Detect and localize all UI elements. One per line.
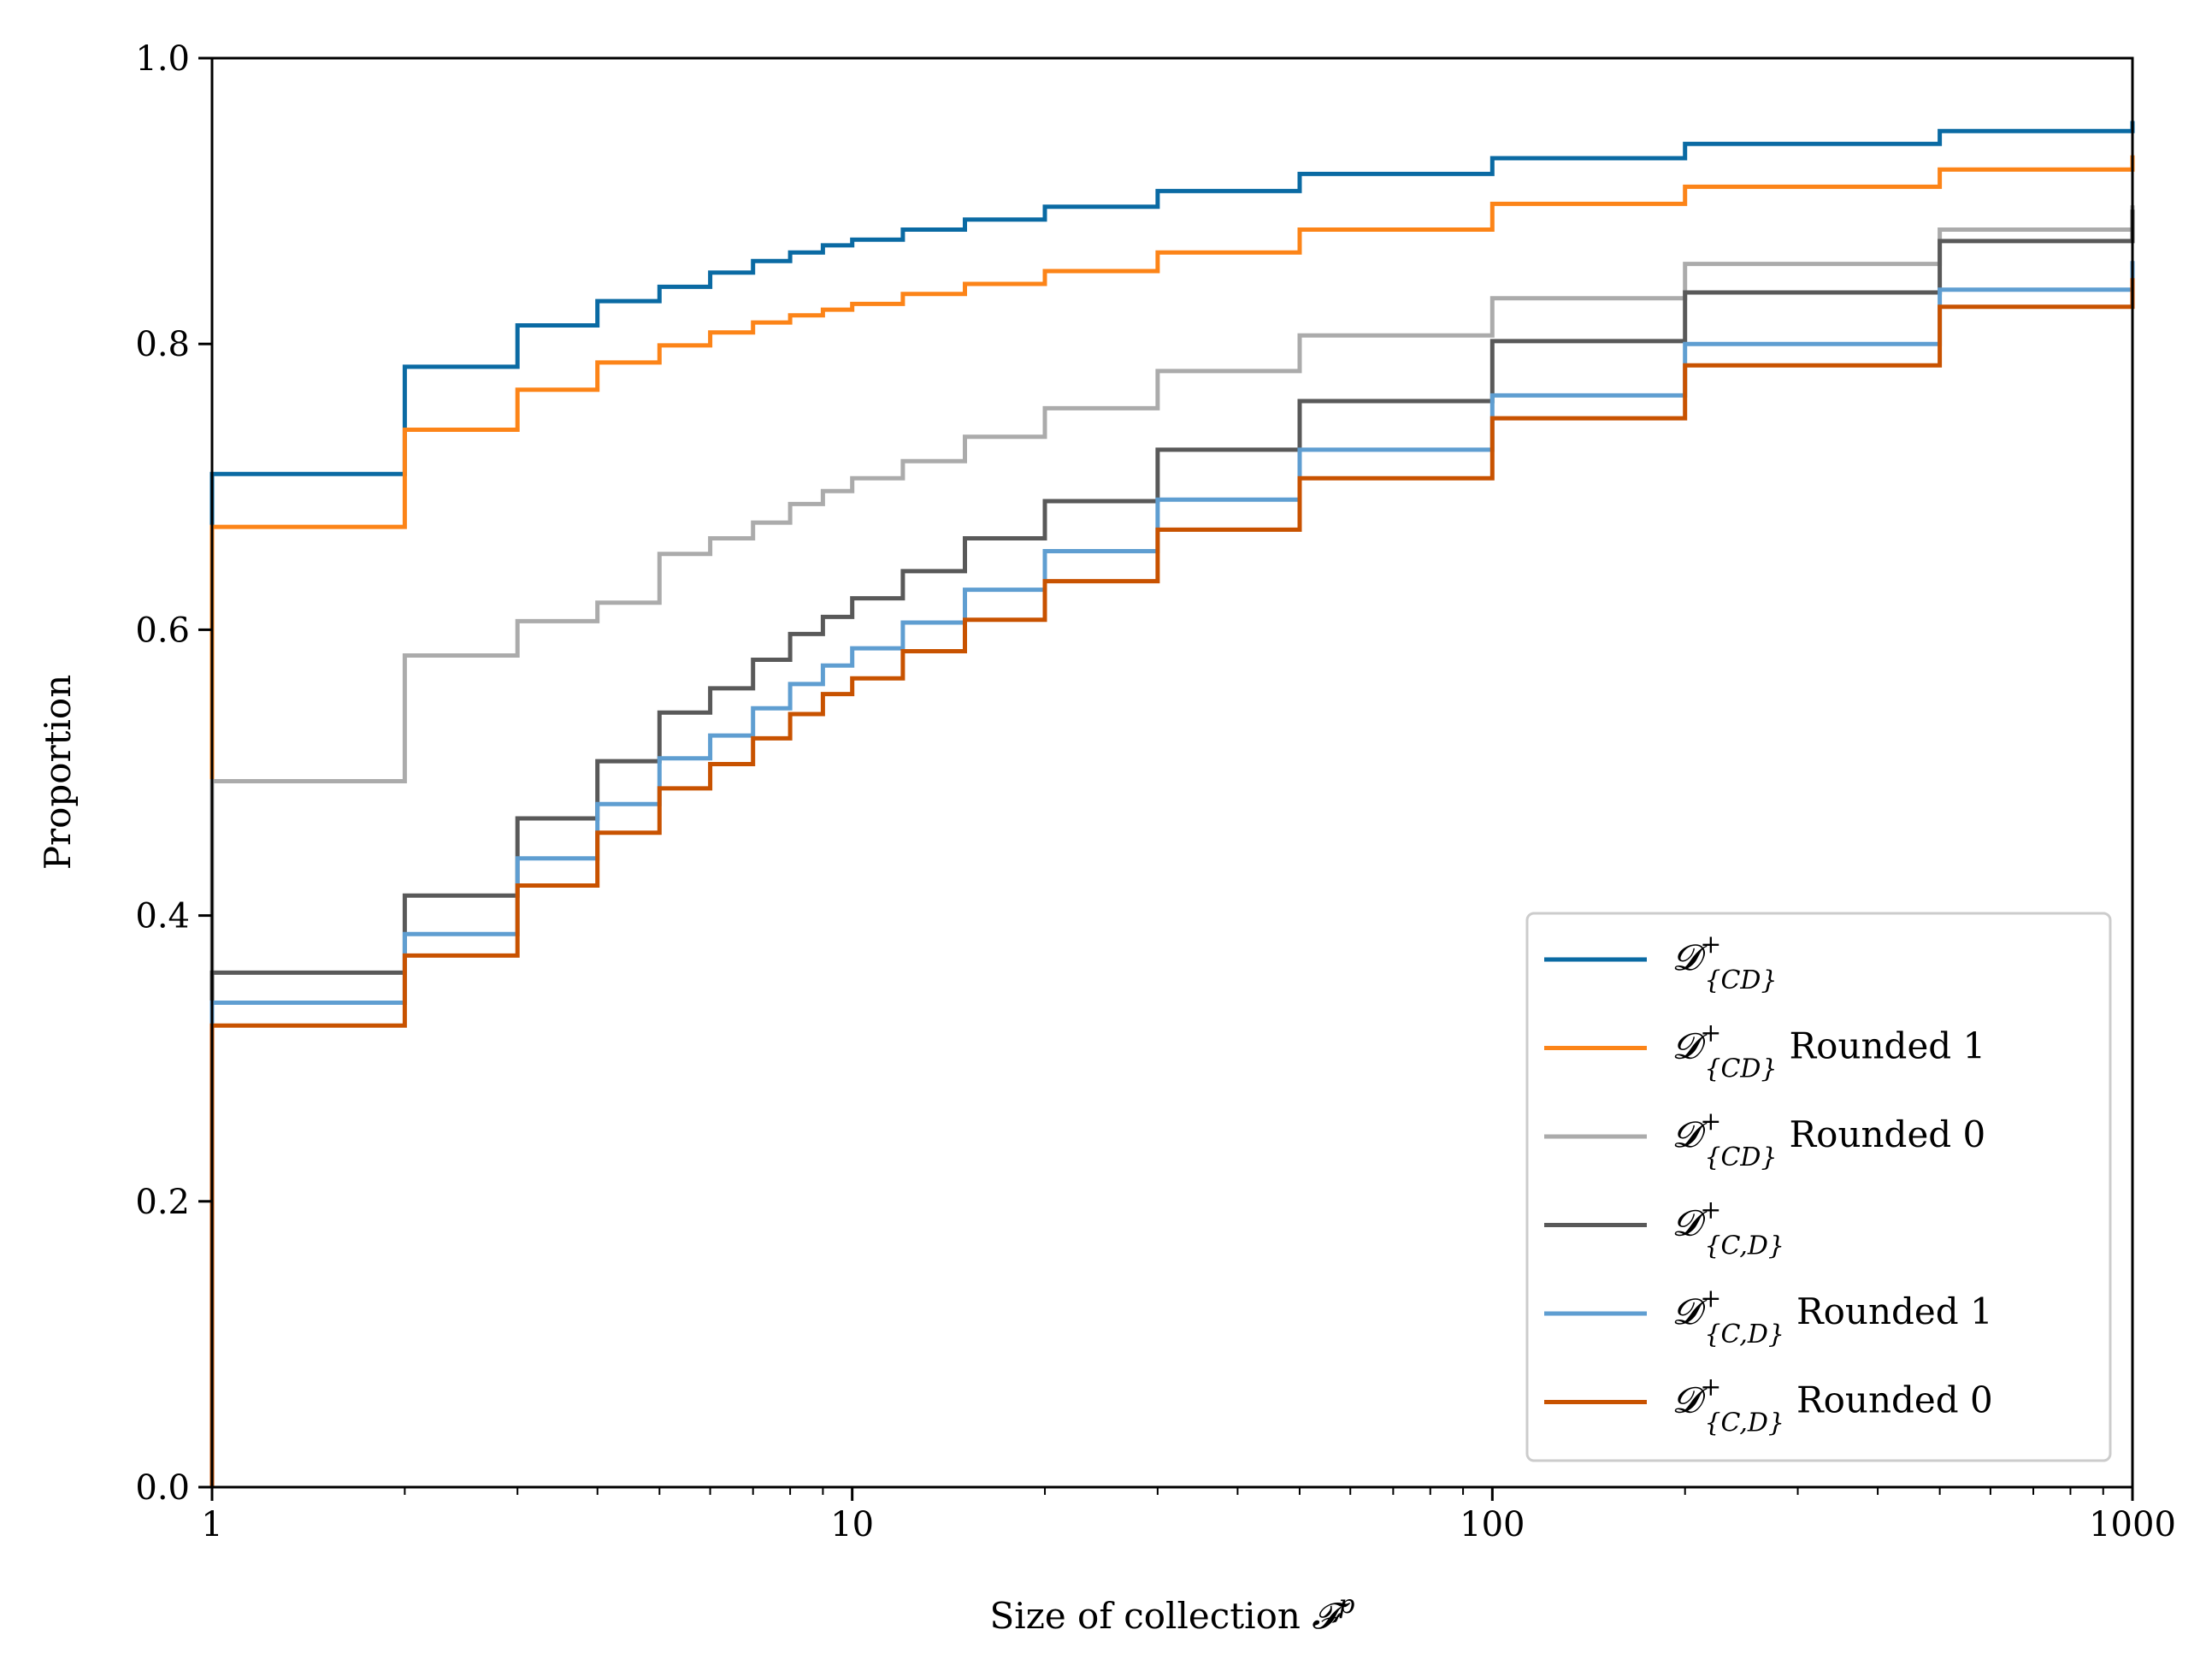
x-tick-label: 10 bbox=[830, 1505, 874, 1544]
x-tick-label: 1 bbox=[201, 1505, 222, 1544]
y-tick-label: 0.2 bbox=[135, 1183, 190, 1222]
legend-label: 𝓓+ {CD}Rounded 0 bbox=[1672, 1107, 1985, 1172]
x-tick-label: 1000 bbox=[2089, 1505, 2176, 1544]
series-line-1 bbox=[209, 121, 2135, 1487]
legend-entries: 𝓓+ {CD} 𝓓+ {CD}Rounded 1 𝓓+ {CD}Rounded 0 𝓓+ {C… bbox=[1544, 930, 1993, 1438]
series-line-2 bbox=[209, 155, 2135, 1487]
y-tick-label: 0.4 bbox=[135, 897, 190, 936]
legend-label: 𝓓+ {CD} bbox=[1672, 930, 1778, 995]
plot-frame bbox=[210, 56, 2134, 1489]
series-line-3 bbox=[209, 205, 2135, 1487]
legend-box bbox=[1525, 912, 2112, 1462]
legend-label: 𝓓+ {C,D}Rounded 1 bbox=[1672, 1284, 1993, 1349]
y-axis-ticks: 0.0 0.2 0.4 0.6 0.8 1.0 bbox=[135, 39, 212, 1508]
legend-entry-2: 𝓓+ {CD}Rounded 1 bbox=[1544, 1019, 1985, 1084]
y-tick-label: 0.8 bbox=[135, 325, 190, 364]
y-tick-label: 0.6 bbox=[135, 611, 190, 650]
legend-entry-3: 𝓓+ {CD}Rounded 0 bbox=[1544, 1107, 1985, 1172]
legend-label: 𝓓+ {C,D}Rounded 0 bbox=[1672, 1373, 1993, 1438]
legend-entry-5: 𝓓+ {C,D}Rounded 1 bbox=[1544, 1284, 1993, 1349]
legend-entry-1: 𝓓+ {CD} bbox=[1544, 930, 1778, 995]
x-axis-label: Size of collection 𝓕p bbox=[990, 1590, 1355, 1637]
x-tick-label: 100 bbox=[1460, 1505, 1525, 1544]
legend: 𝓓+ {CD} 𝓓+ {CD}Rounded 1 𝓓+ {CD}Rounded 0 𝓓+ {C… bbox=[1525, 912, 2112, 1462]
y-tick-label: 0.0 bbox=[135, 1468, 190, 1508]
y-axis-label: Proportion bbox=[37, 675, 79, 871]
series-line-6 bbox=[209, 278, 2135, 1487]
legend-entry-6: 𝓓+ {C,D}Rounded 0 bbox=[1544, 1373, 1993, 1438]
x-axis-ticks: 1 10 100 1000 bbox=[201, 1487, 2176, 1544]
y-tick-label: 1.0 bbox=[135, 39, 190, 79]
legend-label: 𝓓+ {CD}Rounded 1 bbox=[1672, 1019, 1985, 1084]
plot-lines bbox=[209, 121, 2135, 1487]
